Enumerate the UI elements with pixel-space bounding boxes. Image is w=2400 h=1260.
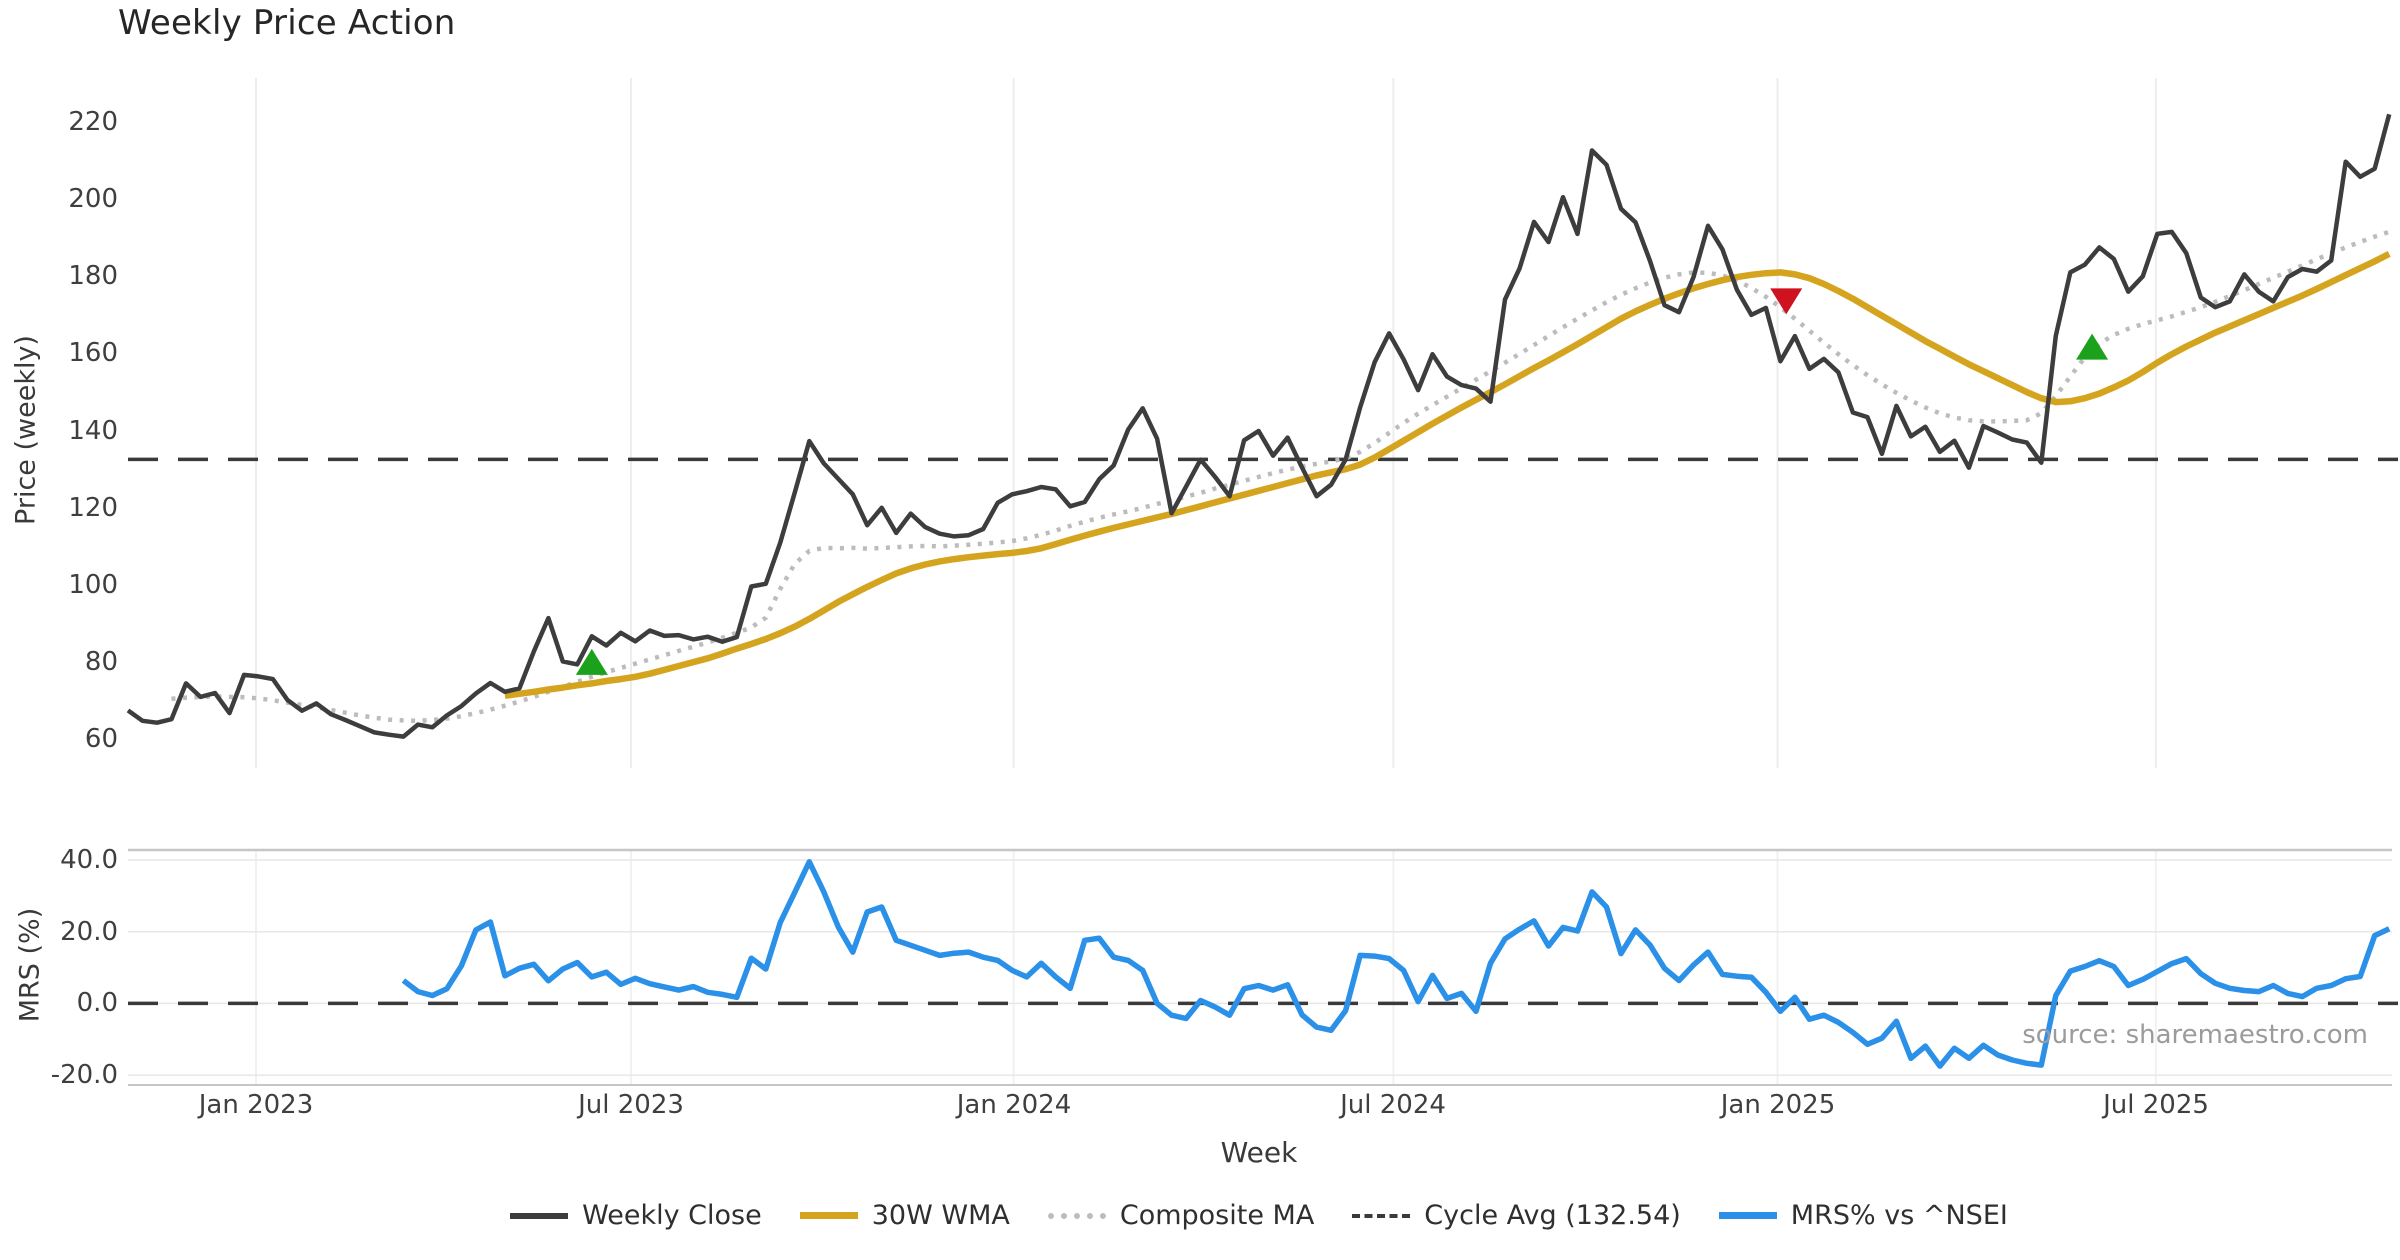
legend-swatch-solid xyxy=(1718,1212,1777,1219)
mrs-tick-label: 40.0 xyxy=(60,845,118,875)
mrs-tick-label: -20.0 xyxy=(50,1060,118,1090)
legend-item: Composite MA xyxy=(1047,1200,1315,1231)
legend-item: Cycle Avg (132.54) xyxy=(1352,1200,1681,1231)
legend-swatch-solid xyxy=(510,1212,569,1219)
price-tick-label: 60 xyxy=(84,724,118,754)
legend-label: Weekly Close xyxy=(582,1200,762,1231)
sell-signal-marker xyxy=(1770,288,1803,315)
price-tick-label: 100 xyxy=(68,570,118,600)
legend-label: MRS% vs ^NSEI xyxy=(1790,1200,2008,1231)
legend: Weekly Close 30W WMA Composite MA Cycle Avg… xyxy=(128,1200,2390,1231)
legend-swatch-dotted xyxy=(1047,1212,1106,1219)
buy-signal-marker xyxy=(575,648,608,675)
x-tick-label: Jul 2024 xyxy=(1340,1090,1446,1120)
x-tick-label: Jan 2025 xyxy=(1720,1090,1836,1120)
x-tick-label: Jan 2023 xyxy=(198,1090,314,1120)
legend-swatch-dashed xyxy=(1352,1213,1411,1218)
price-tick-label: 140 xyxy=(68,416,118,446)
legend-item: 30W WMA xyxy=(799,1200,1010,1231)
price-tick-label: 80 xyxy=(84,647,118,677)
chart-title: Weekly Price Action xyxy=(118,3,456,43)
legend-item: MRS% vs ^NSEI xyxy=(1718,1200,2008,1231)
price-tick-label: 200 xyxy=(68,184,118,214)
mrs-tick-label: 0.0 xyxy=(76,988,118,1018)
x-tick-label: Jul 2023 xyxy=(578,1090,684,1120)
legend-swatch-solid xyxy=(799,1212,858,1219)
legend-item: Weekly Close xyxy=(510,1200,762,1231)
price-tick-label: 220 xyxy=(68,107,118,137)
x-axis-title: Week xyxy=(1220,1136,1298,1169)
buy-signal-marker xyxy=(2076,333,2109,360)
price-tick-label: 120 xyxy=(68,493,118,523)
weekly-close-line xyxy=(126,113,2392,739)
source-watermark: source: sharemaestro.com xyxy=(2022,1020,2368,1050)
legend-label: 30W WMA xyxy=(871,1200,1010,1231)
mrs-line xyxy=(401,859,2391,1069)
legend-label: Composite MA xyxy=(1119,1200,1315,1231)
x-tick-label: Jan 2024 xyxy=(956,1090,1072,1120)
wma-line xyxy=(504,251,2391,699)
composite-ma-line xyxy=(171,229,2390,724)
mrs-tick-label: 20.0 xyxy=(60,917,118,947)
legend-label: Cycle Avg (132.54) xyxy=(1424,1200,1681,1231)
price-tick-label: 160 xyxy=(68,338,118,368)
price-tick-label: 180 xyxy=(68,261,118,291)
x-tick-label: Jul 2025 xyxy=(2103,1090,2209,1120)
